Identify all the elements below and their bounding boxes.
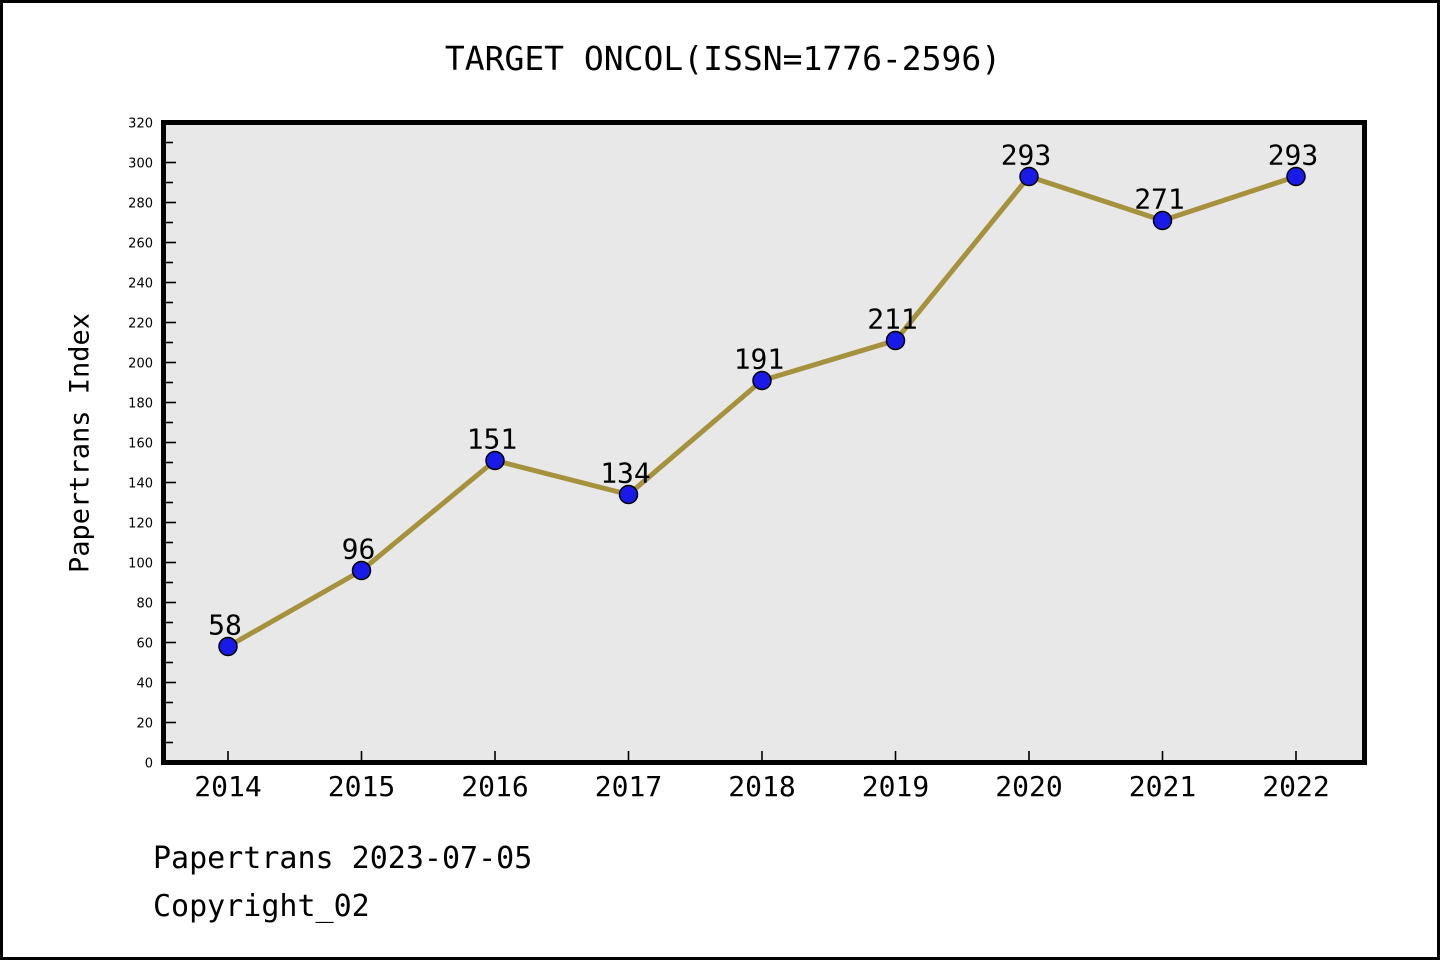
value-label: 96 [342, 533, 376, 566]
data-point [485, 450, 505, 471]
value-label: 58 [208, 609, 242, 642]
data-point [1152, 210, 1173, 231]
data-point [1286, 166, 1306, 187]
value-label: 151 [467, 423, 518, 456]
y-tick-label: 0 [145, 757, 153, 772]
y-tick-label: 140 [128, 477, 153, 492]
value-label: 134 [600, 457, 651, 490]
y-tick-label: 320 [128, 117, 153, 132]
y-tick-label: 40 [136, 677, 153, 692]
y-tick-label: 120 [128, 517, 153, 532]
y-tick-label: 220 [128, 317, 153, 332]
y-tick-label: 280 [128, 197, 153, 212]
x-tick-label: 2019 [862, 770, 929, 803]
y-tick-label: 200 [128, 357, 153, 372]
value-label: 211 [867, 303, 918, 336]
data-point [885, 330, 906, 351]
y-tick-label: 180 [128, 397, 153, 412]
value-label: 191 [734, 343, 785, 376]
data-point [1019, 166, 1039, 187]
data-point [618, 484, 639, 505]
y-tick-label: 240 [128, 277, 153, 292]
y-tick-label: 80 [136, 597, 153, 612]
x-tick-label: 2015 [328, 770, 395, 803]
data-point [218, 636, 238, 657]
y-tick-label: 60 [136, 637, 153, 652]
plot-area [161, 120, 1367, 765]
y-tick-label: 20 [136, 717, 153, 732]
y-tick-label: 160 [128, 437, 153, 452]
y-tick-label: 100 [128, 557, 153, 572]
x-tick-label: 2018 [728, 770, 795, 803]
value-label: 293 [1268, 139, 1319, 172]
chart-title: TARGET ONCOL(ISSN=1776-2596) [444, 39, 1002, 78]
value-label: 271 [1134, 183, 1185, 216]
value-label: 293 [1001, 139, 1052, 172]
data-point [351, 560, 372, 581]
y-tick-label: 300 [128, 157, 153, 172]
footer-date: Papertrans 2023-07-05 [153, 841, 533, 876]
y-tick-label: 260 [128, 237, 153, 252]
x-tick-label: 2016 [461, 770, 528, 803]
chart-canvas: 0 20 40 60 80 100 120 140 160 180 200 220 240 260 280 3… [128, 117, 1367, 803]
x-tick-label: 2020 [995, 770, 1062, 803]
x-tick-label: 2017 [595, 770, 662, 803]
x-tick-label: 2022 [1262, 770, 1329, 803]
footer-copyright: Copyright_02 [153, 889, 370, 924]
x-tick-label: 2014 [194, 770, 261, 803]
x-tick-label: 2021 [1129, 770, 1196, 803]
data-point [752, 370, 772, 391]
